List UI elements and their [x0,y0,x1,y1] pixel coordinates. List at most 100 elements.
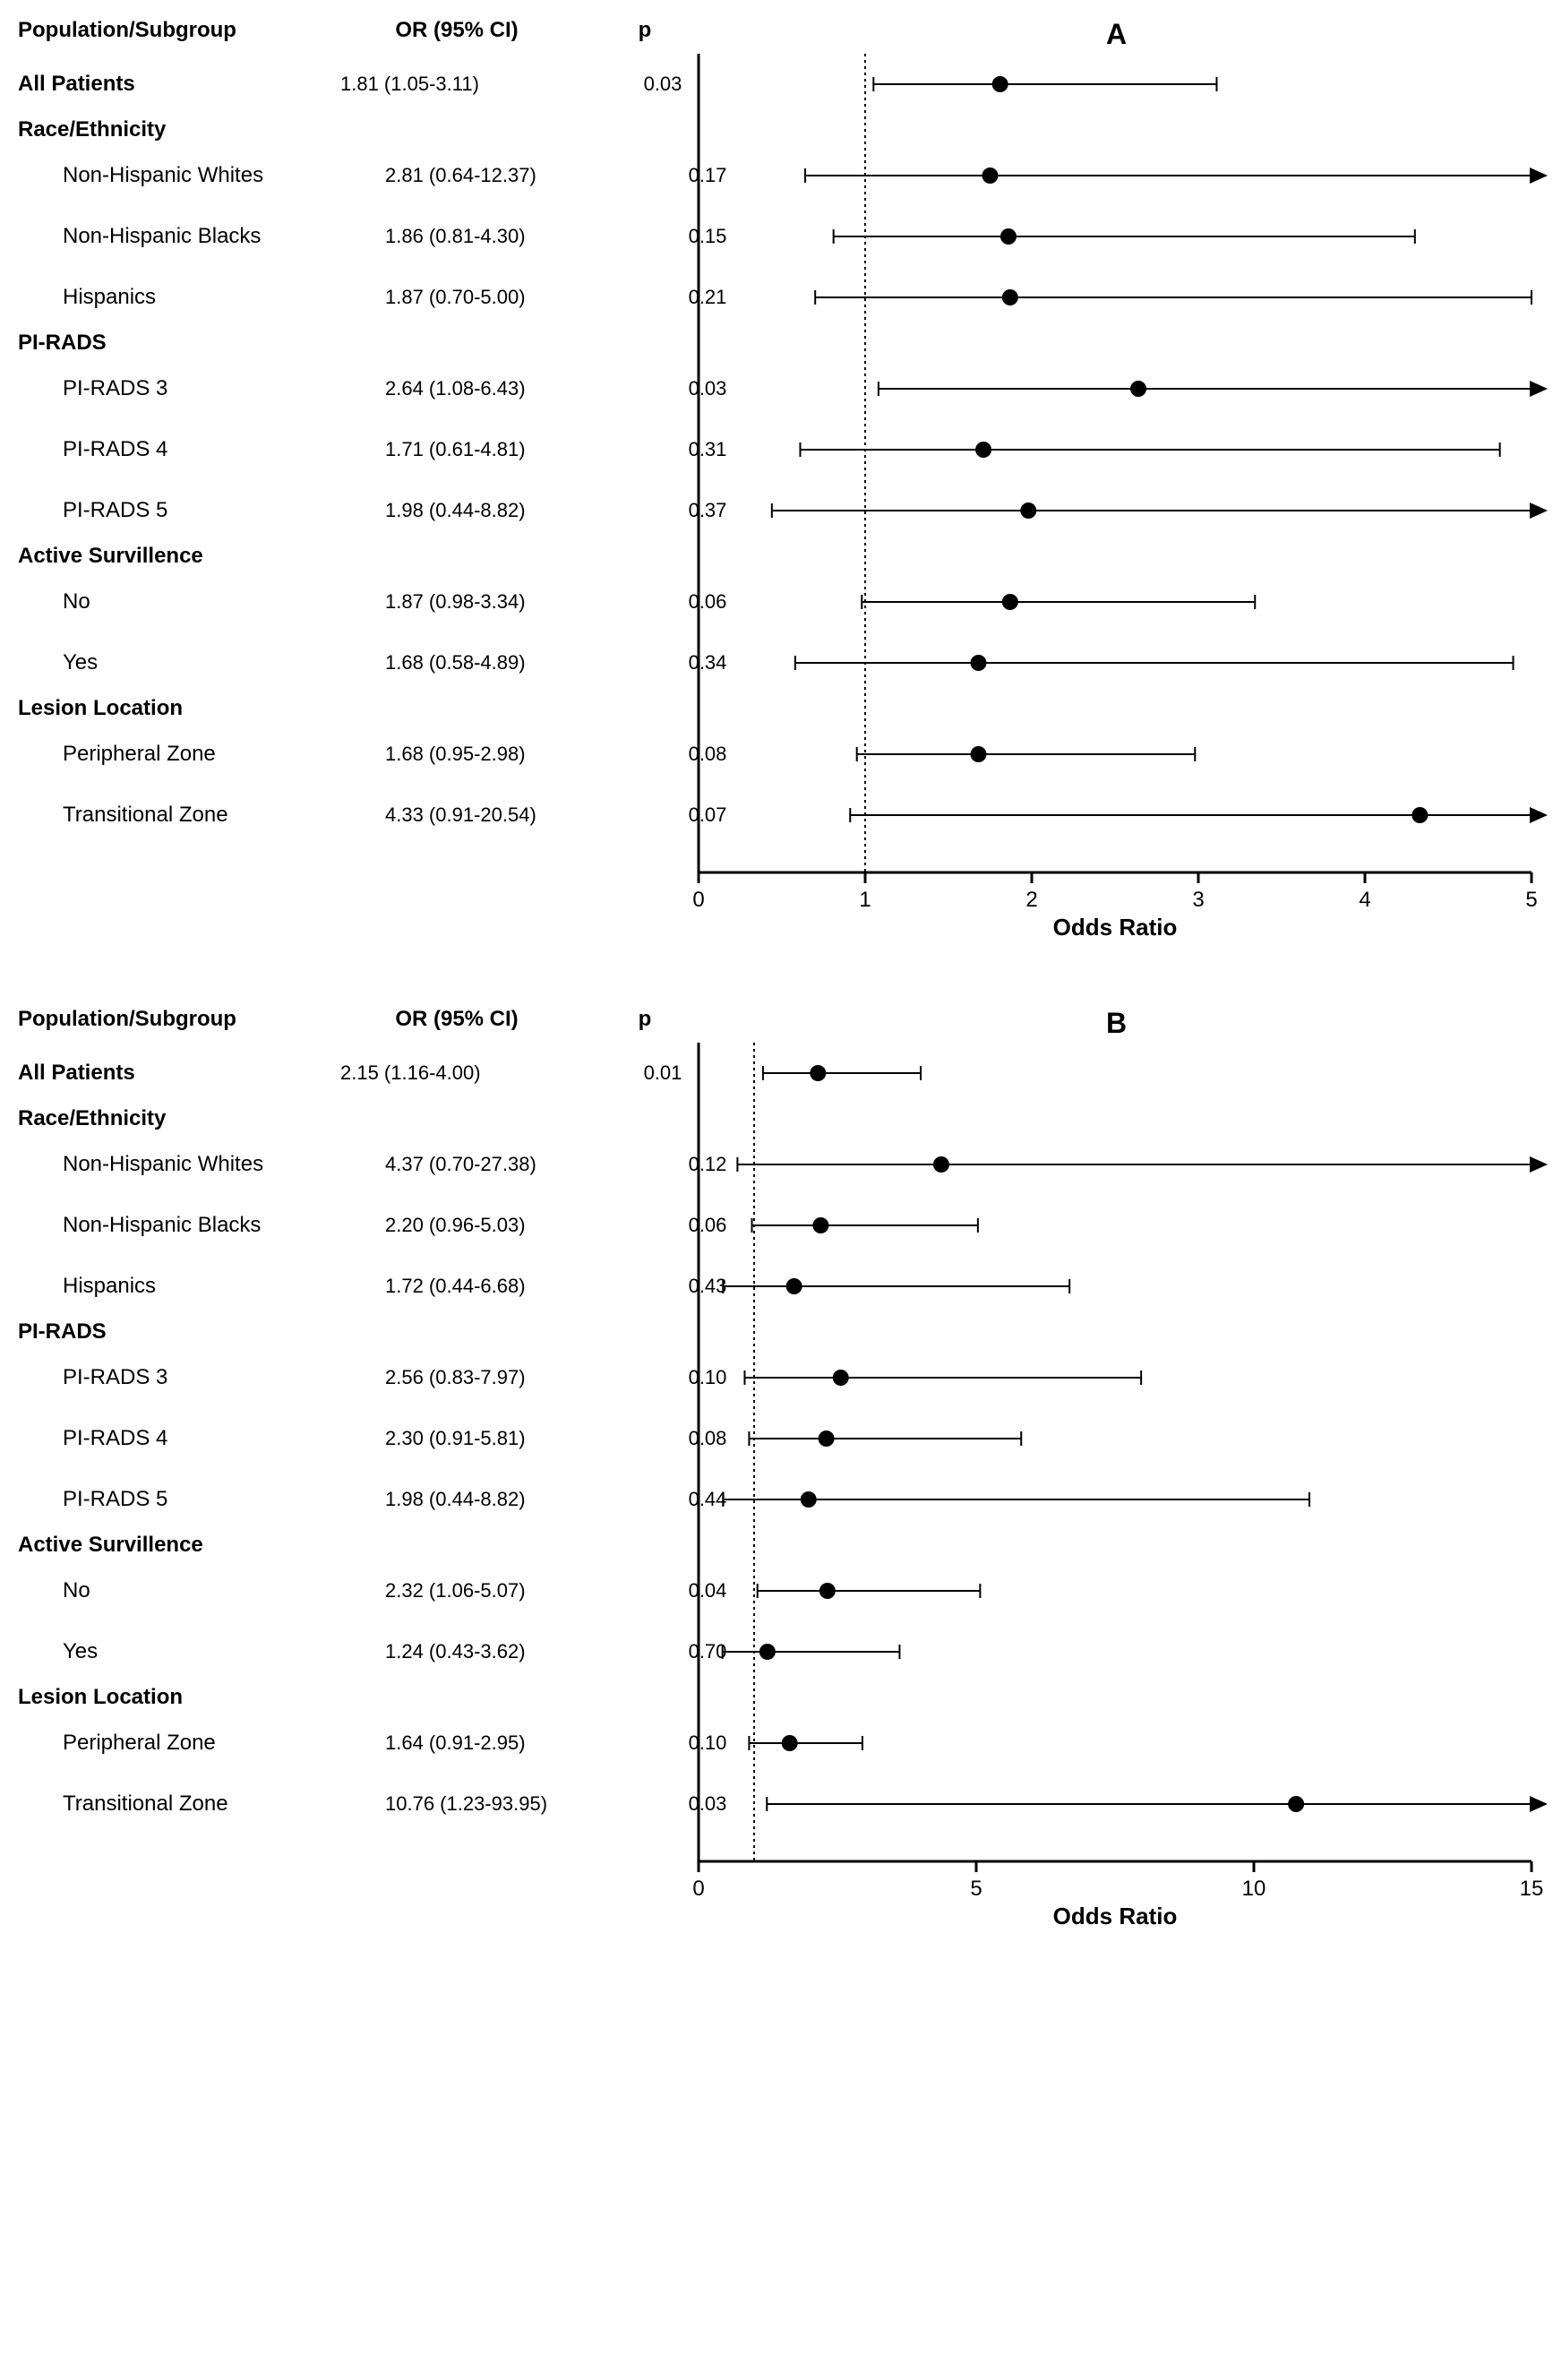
or-point [970,746,986,762]
row-or-ci: 2.15 (1.16-4.00) [322,1061,609,1085]
forest-plot-area: 051015Odds Ratio [699,1043,1532,1929]
or-point [786,1278,802,1294]
x-tick-label: 0 [692,888,704,912]
group-label: Race/Ethnicity [18,117,322,142]
header-p: p [591,18,699,43]
row-or-ci: 1.86 (0.81-4.30) [367,225,654,248]
or-point [1411,807,1428,823]
or-point [933,1156,949,1173]
or-point [970,655,986,671]
or-point [1000,228,1017,245]
row-or-ci: 2.32 (1.06-5.07) [367,1579,654,1602]
row-label: All Patients [18,1061,322,1086]
row-or-ci: 1.87 (0.98-3.34) [367,590,654,614]
row-label: Peripheral Zone [18,1731,367,1756]
row-label: Transitional Zone [18,1791,367,1817]
group-label: Lesion Location [18,1685,322,1710]
row-or-ci: 1.87 (0.70-5.00) [367,286,654,309]
row-label: PI-RADS 3 [18,1365,367,1390]
row-or-ci: 2.30 (0.91-5.81) [367,1427,654,1450]
row-or-ci: 2.64 (1.08-6.43) [367,377,654,400]
or-point [759,1644,776,1660]
group-label: Active Survillence [18,1533,322,1558]
x-tick-label: 5 [1525,888,1537,912]
or-point [1020,503,1036,519]
column-headers: Population/SubgroupOR (95% CI)p [18,1007,1535,1032]
row-label: PI-RADS 5 [18,1487,367,1512]
row-or-ci: 2.81 (0.64-12.37) [367,164,654,187]
row-or-ci: 1.72 (0.44-6.68) [367,1275,654,1298]
x-tick-label: 5 [970,1877,982,1901]
row-label: PI-RADS 4 [18,437,367,462]
forest-panel-A: Population/SubgroupOR (95% CI)p All Patie… [18,18,1535,935]
row-label: Peripheral Zone [18,742,367,767]
header-group: Population/Subgroup [18,1007,322,1032]
x-tick-label: 3 [1192,888,1204,912]
or-point [1002,594,1018,610]
header-or: OR (95% CI) [322,18,591,43]
group-label: Active Survillence [18,544,322,569]
row-or-ci: 2.20 (0.96-5.03) [367,1214,654,1237]
ci-arrow-icon [1530,1796,1548,1812]
or-point [812,1217,828,1233]
row-or-ci: 1.64 (0.91-2.95) [367,1731,654,1755]
row-label: Non-Hispanic Blacks [18,224,367,249]
row-or-ci: 10.76 (1.23-93.95) [367,1792,654,1816]
group-label: PI-RADS [18,1319,322,1345]
row-or-ci: 1.68 (0.58-4.89) [367,651,654,674]
row-label: PI-RADS 3 [18,376,367,401]
row-label: Non-Hispanic Blacks [18,1213,367,1238]
ci-arrow-icon [1530,168,1548,184]
ci-arrow-icon [1530,381,1548,397]
row-or-ci: 1.68 (0.95-2.98) [367,743,654,766]
row-label: Transitional Zone [18,803,367,828]
row-label: Hispanics [18,285,367,310]
row-or-ci: 1.71 (0.61-4.81) [367,438,654,461]
panel-label: A [1106,18,1127,51]
forest-panel-B: Population/SubgroupOR (95% CI)p All Patie… [18,1007,1535,1924]
row-label: PI-RADS 4 [18,1426,367,1451]
or-point [992,76,1008,92]
x-tick-label: 15 [1520,1877,1544,1901]
row-or-ci: 1.98 (0.44-8.82) [367,499,654,522]
ci-arrow-icon [1530,1156,1548,1173]
or-point [1002,289,1018,305]
or-point [801,1491,817,1508]
row-or-ci: 1.24 (0.43-3.62) [367,1640,654,1663]
column-headers: Population/SubgroupOR (95% CI)p [18,18,1535,43]
group-label: PI-RADS [18,331,322,356]
ci-arrow-icon [1530,807,1548,823]
x-axis-label: Odds Ratio [1053,914,1178,941]
row-label: All Patients [18,72,322,97]
header-group: Population/Subgroup [18,18,322,43]
row-label: Hispanics [18,1274,367,1299]
row-or-ci: 1.98 (0.44-8.82) [367,1488,654,1511]
row-label: Non-Hispanic Whites [18,1152,367,1177]
forest-plot-figure: Population/SubgroupOR (95% CI)pAll Patie… [18,18,1535,1924]
forest-plot-area: 012345Odds Ratio [699,54,1532,940]
panel-label: B [1106,1007,1127,1040]
row-or-ci: 1.81 (1.05-3.11) [322,73,609,96]
x-tick-label: 0 [692,1877,704,1901]
x-tick-label: 2 [1025,888,1037,912]
or-point [982,168,999,184]
x-tick-label: 10 [1242,1877,1266,1901]
row-label: No [18,1578,367,1603]
row-or-ci: 2.56 (0.83-7.97) [367,1366,654,1389]
group-label: Lesion Location [18,696,322,721]
x-tick-label: 1 [859,888,871,912]
or-point [782,1735,798,1751]
row-label: PI-RADS 5 [18,498,367,523]
ci-arrow-icon [1530,503,1548,519]
or-point [975,442,991,458]
or-point [810,1065,826,1081]
or-point [1288,1796,1304,1812]
or-point [819,1431,835,1447]
header-or: OR (95% CI) [322,1007,591,1032]
group-label: Race/Ethnicity [18,1106,322,1131]
or-point [833,1370,849,1386]
or-point [819,1583,836,1599]
row-label: Yes [18,1639,367,1664]
row-or-ci: 4.33 (0.91-20.54) [367,803,654,827]
x-tick-label: 4 [1359,888,1370,912]
